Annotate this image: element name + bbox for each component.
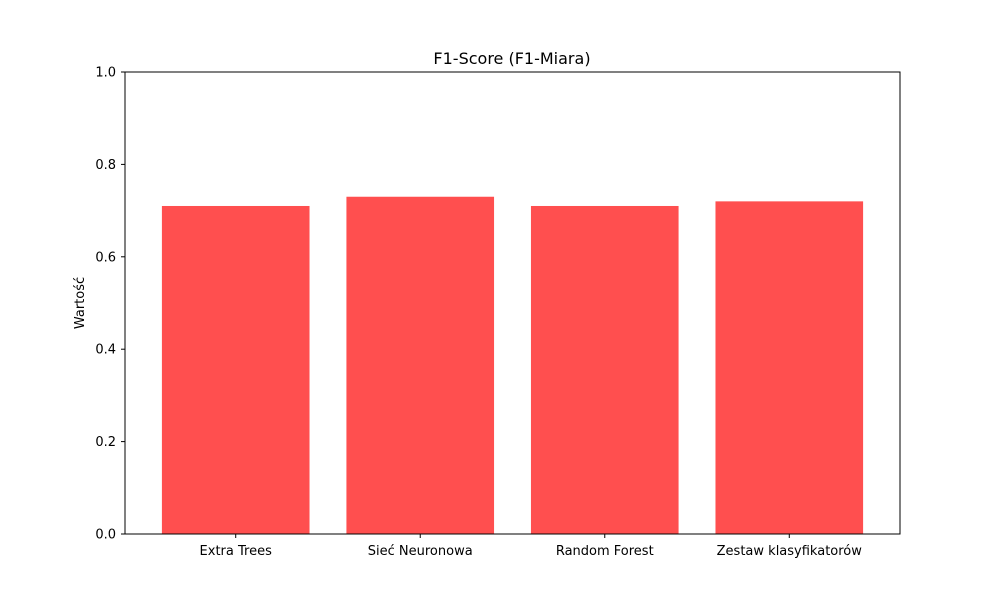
chart-title: F1-Score (F1-Miara)	[433, 49, 590, 68]
y-axis-ticks: 0.0 0.2 0.4 0.6 0.8 1.0	[95, 66, 125, 543]
x-axis-ticks: Extra Trees Sieć Neuronowa Random Forest Ze…	[200, 534, 863, 559]
y-tick-label: 1.0	[95, 66, 116, 81]
bar-sie-neuronowa	[346, 196, 495, 535]
bars	[161, 196, 864, 535]
x-tick-label: Extra Trees	[200, 544, 273, 559]
y-tick-label: 0.0	[95, 528, 116, 543]
bar-zestaw-klasyfikator-w	[715, 201, 864, 535]
y-tick-label: 0.8	[95, 158, 116, 173]
x-tick-label: Zestaw klasyfikatorów	[717, 544, 863, 559]
y-tick-label: 0.2	[95, 435, 116, 450]
x-tick-label: Random Forest	[556, 544, 654, 559]
bar-extra-trees	[161, 205, 310, 535]
y-axis-label: Wartość	[73, 277, 88, 329]
y-tick-label: 0.6	[95, 250, 116, 265]
bar-random-forest	[530, 205, 679, 535]
plot-frame	[124, 71, 901, 535]
x-tick-label: Sieć Neuronowa	[368, 544, 473, 559]
y-tick-label: 0.4	[95, 343, 116, 358]
